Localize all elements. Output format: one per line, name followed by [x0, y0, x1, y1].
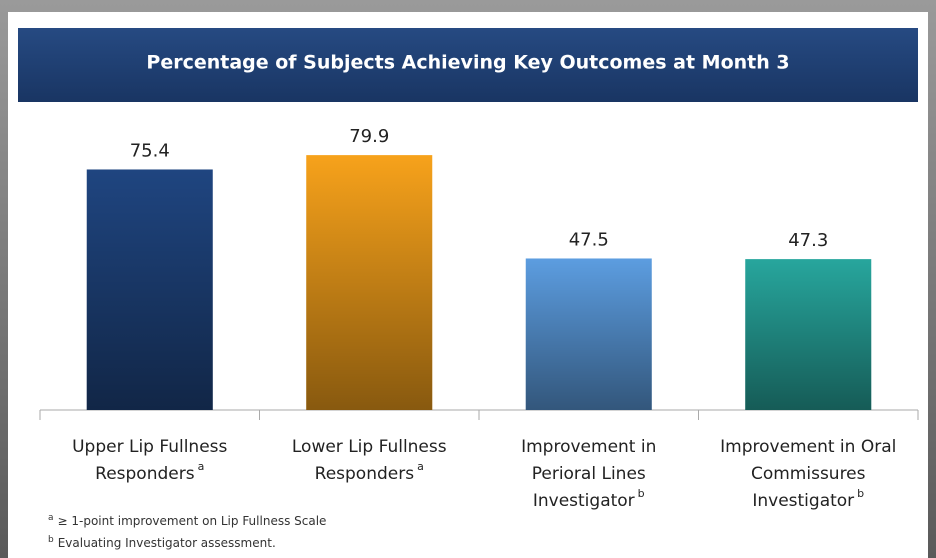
- bar-shade: [525, 258, 652, 410]
- value-label: 47.5: [569, 229, 609, 250]
- x-tick-label-line: Lower Lip Fullness: [292, 437, 447, 457]
- footnote-marker: a: [198, 460, 205, 473]
- footnote-marker: b: [48, 535, 54, 545]
- x-tick-label: Improvement in Oral: [720, 437, 896, 457]
- x-tick-label: Improvement in: [521, 437, 656, 457]
- title-banner: [18, 28, 918, 102]
- footnote: a ≥ 1-point improvement on Lip Fullness S…: [48, 513, 326, 528]
- x-tick-label-line: Improvement in: [521, 437, 656, 457]
- x-tick-label: Lower Lip Fullness: [292, 437, 447, 457]
- x-tick-label: Responders a: [95, 460, 204, 484]
- footnote-marker: a: [417, 460, 424, 473]
- chart-title: Percentage of Subjects Achieving Key Out…: [146, 52, 789, 74]
- x-tick-label-line: Responders: [315, 464, 415, 484]
- footnote: b Evaluating Investigator assessment.: [48, 535, 276, 550]
- footnote-marker: b: [638, 487, 645, 500]
- x-tick-label-line: Investigator: [752, 491, 854, 511]
- footnote-text: Evaluating Investigator assessment.: [58, 536, 276, 550]
- x-tick-label-line: Commissures: [751, 464, 866, 484]
- footnote-marker: a: [48, 513, 54, 523]
- bar-shade: [745, 259, 872, 410]
- x-tick-label-line: Improvement in Oral: [720, 437, 896, 457]
- x-tick-label: Investigator b: [752, 487, 864, 511]
- x-tick-label: Upper Lip Fullness: [72, 437, 227, 457]
- x-tick-label: Commissures: [751, 464, 866, 484]
- x-tick-label-line: Investigator: [533, 491, 635, 511]
- value-label: 75.4: [130, 140, 170, 161]
- x-tick-label-line: Responders: [95, 464, 195, 484]
- x-tick-label: Responders a: [315, 460, 424, 484]
- footnote-text: ≥ 1-point improvement on Lip Fullness Sc…: [58, 514, 327, 528]
- bar-shade: [306, 155, 433, 410]
- footnote-marker: b: [857, 487, 864, 500]
- x-tick-label: Investigator b: [533, 487, 645, 511]
- x-tick-label: Perioral Lines: [532, 464, 646, 484]
- value-label: 79.9: [349, 126, 389, 147]
- bar-shade: [86, 169, 213, 410]
- x-tick-label-line: Perioral Lines: [532, 464, 646, 484]
- x-tick-label-line: Upper Lip Fullness: [72, 437, 227, 457]
- value-label: 47.3: [788, 230, 828, 251]
